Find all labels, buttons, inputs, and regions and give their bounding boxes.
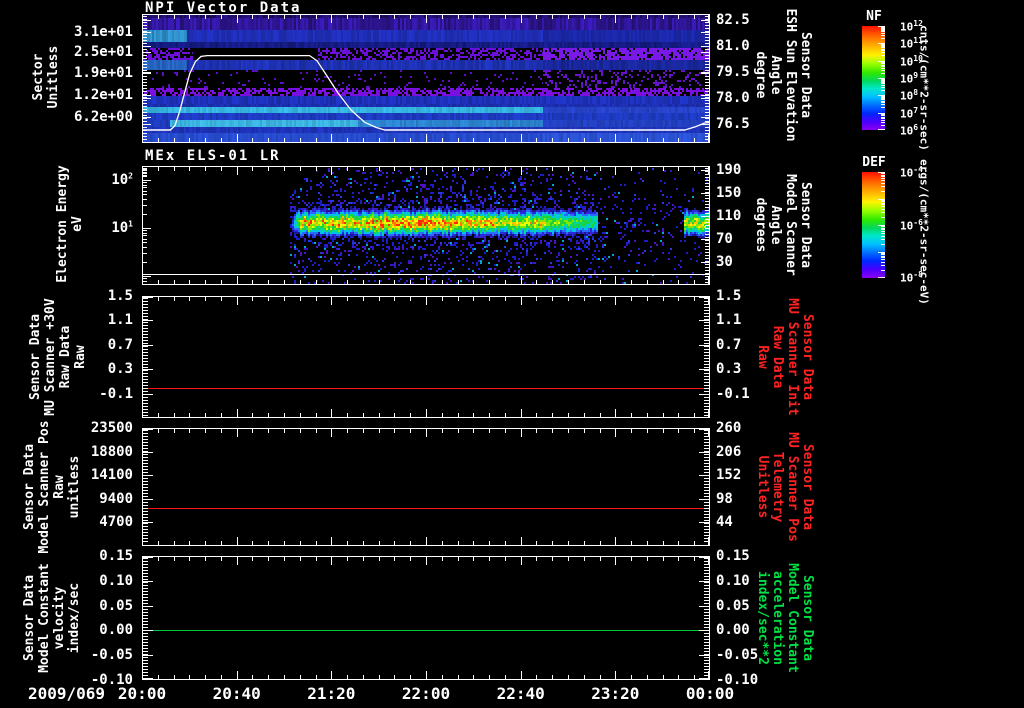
mu_30v-right-axis-label: Sensor Data MU Scanner Init Raw Data Raw [755, 298, 815, 416]
model_constant-left-ytick: 0.10 [99, 572, 133, 589]
mu_30v-left-ytick: 1.1 [107, 312, 133, 329]
scanner_pos-left-ytick: 4700 [99, 514, 133, 531]
mu_30v-left-axis-label: Sensor Data MU Scanner +30V Raw Data Raw [28, 298, 88, 416]
model_constant-right-ytick: 0.05 [716, 597, 750, 614]
model_constant-left-axis-label: Sensor Data Model Constant velocity index/s… [22, 563, 82, 673]
def-colorbar [862, 172, 885, 278]
npi-left-ytick: 1.2e+01 [73, 87, 133, 104]
model_constant-right-ytick: 0.10 [716, 572, 750, 589]
npi-left-ytick: 1.9e+01 [73, 64, 133, 81]
els-right-axis-label: Sensor Data Model Scanner Angle degrees [753, 174, 813, 276]
npi-right-ytick: 78.0 [716, 89, 750, 106]
npi-right-ytick: 76.5 [716, 115, 750, 132]
x-axis-tick-label: 20:40 [212, 684, 261, 703]
mu_30v-left-ytick: 0.3 [107, 361, 133, 378]
els-right-ytick: 110 [716, 207, 742, 224]
els-left-ytick: 102 [111, 171, 133, 189]
npi-right-axis-label: Sensor Data ESH Sun Elevation Angle degree [753, 8, 813, 142]
colorbar-tick-label: 10-8 [900, 269, 923, 285]
model_constant-right-ytick: -0.05 [716, 647, 759, 664]
scanner_pos-right-ytick: 44 [716, 514, 733, 531]
npi-right-ytick: 82.5 [716, 12, 750, 29]
colorbar-tick-label: 10-4 [900, 164, 923, 180]
npi-left-ytick: 3.1e+01 [73, 24, 133, 41]
x-axis-tick-label: 23:20 [591, 684, 640, 703]
colorbar-tick-label: 1011 [900, 36, 923, 51]
colorbar-tick-label: 10-6 [900, 217, 923, 232]
def-colorbar-title: DEF [862, 155, 886, 170]
els-right-ytick: 30 [716, 254, 733, 271]
x-axis-tick-label: 22:40 [496, 684, 545, 703]
colorbar-tick-label: 109 [900, 70, 919, 86]
npi-right-ytick: 79.5 [716, 64, 750, 81]
mu_30v-right-ytick: -0.1 [716, 385, 750, 402]
model-constant-plot-canvas [142, 556, 710, 680]
mu_30v-left-ytick: 0.7 [107, 336, 133, 353]
mu_30v-right-ytick: 1.1 [716, 312, 742, 329]
els-left-axis-label: Electron Energy eV [55, 165, 85, 283]
model_constant-left-ytick: 0.05 [99, 597, 133, 614]
mu-scanner-30v-plot-canvas [142, 296, 710, 418]
els-left-ytick: 101 [111, 219, 133, 236]
model_constant-right-axis-label: Sensor Data Model Constant acceleration ind… [755, 563, 815, 673]
els-right-ytick: 150 [716, 185, 742, 201]
mu_30v-right-ytick: 0.7 [716, 336, 742, 353]
model_constant-right-ytick: 0.15 [716, 548, 750, 564]
x-axis-tick-label: 21:20 [307, 684, 356, 703]
scanner_pos-left-ytick: 18800 [90, 443, 133, 460]
scanner_pos-right-axis-label: Sensor Data MU Scanner Pos Telemetry Unitle… [755, 432, 815, 542]
panel1-title: NPI Vector Data [145, 0, 302, 16]
scanner_pos-left-axis-label: Sensor Data Model Scanner Pos Raw unitless [22, 420, 82, 554]
model-scanner-pos-plot-canvas [142, 428, 710, 546]
scanner_pos-left-ytick: 14100 [90, 467, 133, 484]
mu_30v-left-ytick: -0.1 [99, 385, 133, 402]
els-spectrogram-canvas [142, 166, 710, 285]
mu_30v-right-ytick: 0.3 [716, 361, 742, 378]
x-axis-date-label: 2009/069 [28, 684, 106, 703]
els-right-ytick: 190 [716, 162, 742, 179]
colorbar-tick-label: 108 [900, 88, 919, 103]
scanner_pos-left-ytick: 23500 [90, 420, 133, 436]
model_constant-right-ytick: -0.10 [716, 672, 759, 688]
scanner_pos-right-ytick: 152 [716, 467, 742, 484]
nf-colorbar [862, 26, 885, 130]
npi-spectrogram-canvas [142, 14, 710, 143]
scanner_pos-left-ytick: 9400 [99, 490, 133, 507]
npi-right-ytick: 81.0 [716, 37, 750, 54]
x-axis-tick-label: 00:00 [685, 684, 735, 703]
mu_30v-right-ytick: 1.5 [716, 288, 742, 304]
npi-left-ytick: 6.2e+00 [73, 109, 133, 126]
colorbar-tick-label: 1010 [900, 53, 923, 69]
model_constant-left-ytick: -0.05 [90, 647, 133, 664]
model_constant-left-ytick: 0.00 [99, 622, 133, 639]
scanner_pos-right-ytick: 260 [716, 420, 742, 436]
scanner_pos-right-ytick: 98 [716, 490, 733, 507]
model_constant-right-ytick: 0.00 [716, 622, 750, 639]
colorbar-tick-label: 106 [900, 122, 919, 138]
colorbar-tick-label: 1012 [900, 18, 923, 34]
nf-colorbar-title: NF [866, 9, 882, 24]
x-axis-tick-label: 20:00 [117, 684, 167, 703]
x-axis-tick-label: 22:00 [401, 684, 451, 703]
scanner_pos-right-ytick: 206 [716, 443, 742, 460]
panel2-title: MEx ELS-01 LR [145, 148, 281, 164]
mu_30v-left-ytick: 1.5 [107, 288, 133, 304]
npi-left-axis-label: Sector Unitless [31, 45, 61, 109]
model_constant-left-ytick: 0.15 [99, 548, 133, 564]
colorbar-tick-label: 107 [900, 105, 919, 121]
npi-left-ytick: 2.5e+01 [73, 44, 133, 61]
els-right-ytick: 70 [716, 231, 733, 248]
model_constant-left-ytick: -0.10 [90, 672, 133, 688]
